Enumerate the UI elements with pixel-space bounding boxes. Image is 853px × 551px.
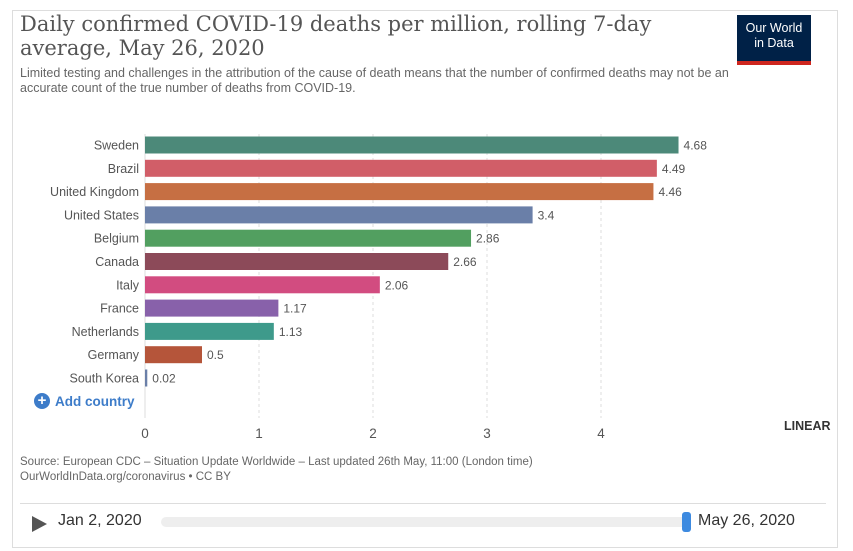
plus-circle-icon: + xyxy=(34,393,50,409)
category-label: Sweden xyxy=(94,139,139,153)
category-label: Canada xyxy=(95,255,139,269)
play-icon[interactable] xyxy=(32,516,47,532)
timeline-start-date: Jan 2, 2020 xyxy=(58,512,142,529)
value-label: 0.02 xyxy=(152,372,176,386)
bar xyxy=(145,276,380,294)
bar xyxy=(145,322,274,340)
x-tick-label: 0 xyxy=(141,426,149,441)
bar xyxy=(145,229,472,247)
chart-title: Daily confirmed COVID-19 deaths per mill… xyxy=(20,12,652,60)
source-line-2: OurWorldInData.org/coronavirus • CC BY xyxy=(20,471,231,483)
value-label: 0.5 xyxy=(207,348,224,362)
bar xyxy=(145,136,679,154)
x-tick-label: 4 xyxy=(597,426,605,441)
chart-subtitle: Limited testing and challenges in the at… xyxy=(20,66,729,95)
bar xyxy=(145,346,202,364)
logo-line-2: in Data xyxy=(754,36,794,50)
category-label: Netherlands xyxy=(72,325,139,339)
category-label: Belgium xyxy=(94,232,139,246)
source-note: Source: European CDC – Situation Update … xyxy=(20,455,533,485)
x-tick-label: 2 xyxy=(369,426,377,441)
timeline: Jan 2, 2020 May 26, 2020 xyxy=(20,503,826,540)
value-label: 2.06 xyxy=(385,278,409,292)
add-country-label: Add country xyxy=(55,393,135,409)
category-label: France xyxy=(100,302,139,316)
value-label: 2.66 xyxy=(453,255,477,269)
source-line-1: Source: European CDC – Situation Update … xyxy=(20,456,533,468)
bar xyxy=(145,206,533,224)
owid-logo[interactable]: Our World in Data xyxy=(737,15,811,65)
timeline-slider-handle[interactable] xyxy=(682,512,691,532)
timeline-slider-track[interactable] xyxy=(161,517,687,527)
bar xyxy=(145,299,279,317)
value-label: 4.68 xyxy=(684,139,708,153)
value-label: 4.46 xyxy=(658,185,682,199)
value-label: 4.49 xyxy=(662,162,686,176)
logo-line-1: Our World xyxy=(745,21,803,35)
scale-toggle-button[interactable]: LINEAR xyxy=(784,419,831,433)
add-country-button[interactable]: + Add country xyxy=(34,393,135,409)
bar xyxy=(145,159,657,177)
bar xyxy=(145,369,148,387)
category-label: Brazil xyxy=(108,162,139,176)
bar xyxy=(145,253,449,270)
bar xyxy=(145,183,654,201)
value-label: 1.17 xyxy=(283,302,307,316)
category-label: Germany xyxy=(88,348,140,362)
x-tick-label: 1 xyxy=(255,426,263,441)
category-label: United States xyxy=(64,208,139,222)
timeline-end-date: May 26, 2020 xyxy=(698,512,795,529)
value-label: 1.13 xyxy=(279,325,303,339)
category-label: Italy xyxy=(116,278,140,292)
value-label: 2.86 xyxy=(476,232,500,246)
x-tick-label: 3 xyxy=(483,426,491,441)
category-label: United Kingdom xyxy=(50,185,139,199)
value-label: 3.4 xyxy=(538,208,555,222)
category-label: South Korea xyxy=(70,372,140,386)
